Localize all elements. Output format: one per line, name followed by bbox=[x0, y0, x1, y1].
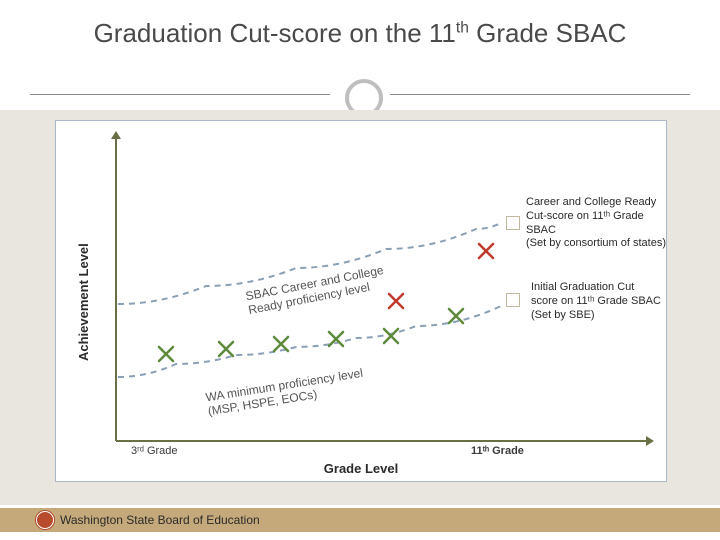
chart-container: Achievement Level Grade Level 3ʳᵈ Grade … bbox=[55, 120, 667, 482]
hr-left bbox=[30, 94, 330, 95]
title-sup: th bbox=[456, 19, 469, 36]
end-tick-upper bbox=[506, 216, 520, 230]
x-tick-left: 3ʳᵈ Grade bbox=[131, 445, 178, 457]
hr-right bbox=[390, 94, 690, 95]
title-suffix: Grade SBAC bbox=[469, 18, 627, 48]
footer-seal-icon bbox=[36, 511, 54, 529]
end-tick-lower bbox=[506, 293, 520, 307]
annotation-lower: Initial Graduation Cutscore on 11ᵗʰ Grad… bbox=[531, 281, 661, 322]
slide-title: Graduation Cut-score on the 11th Grade S… bbox=[30, 18, 690, 49]
slide: Graduation Cut-score on the 11th Grade S… bbox=[0, 0, 720, 540]
x-tick-right: 11ᵗʰ Grade bbox=[471, 445, 524, 457]
chart-inner: Achievement Level Grade Level 3ʳᵈ Grade … bbox=[56, 121, 666, 481]
annotation-upper: Career and College ReadyCut-score on 11ᵗ… bbox=[526, 196, 666, 251]
title-prefix: Graduation Cut-score on the 11 bbox=[94, 18, 456, 48]
x-axis-label: Grade Level bbox=[56, 461, 666, 476]
y-axis-label: Achievement Level bbox=[76, 243, 91, 361]
footer-text: Washington State Board of Education bbox=[60, 513, 260, 527]
